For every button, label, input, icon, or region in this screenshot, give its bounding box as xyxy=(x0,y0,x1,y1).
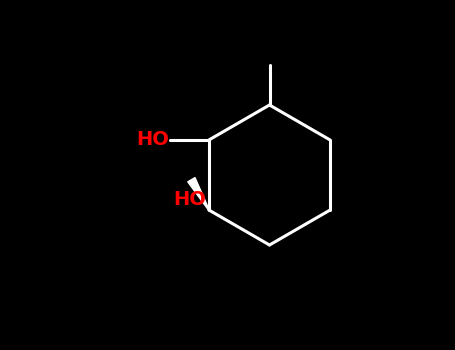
Polygon shape xyxy=(188,177,209,210)
Text: HO: HO xyxy=(136,131,169,149)
Text: HO: HO xyxy=(173,190,206,209)
